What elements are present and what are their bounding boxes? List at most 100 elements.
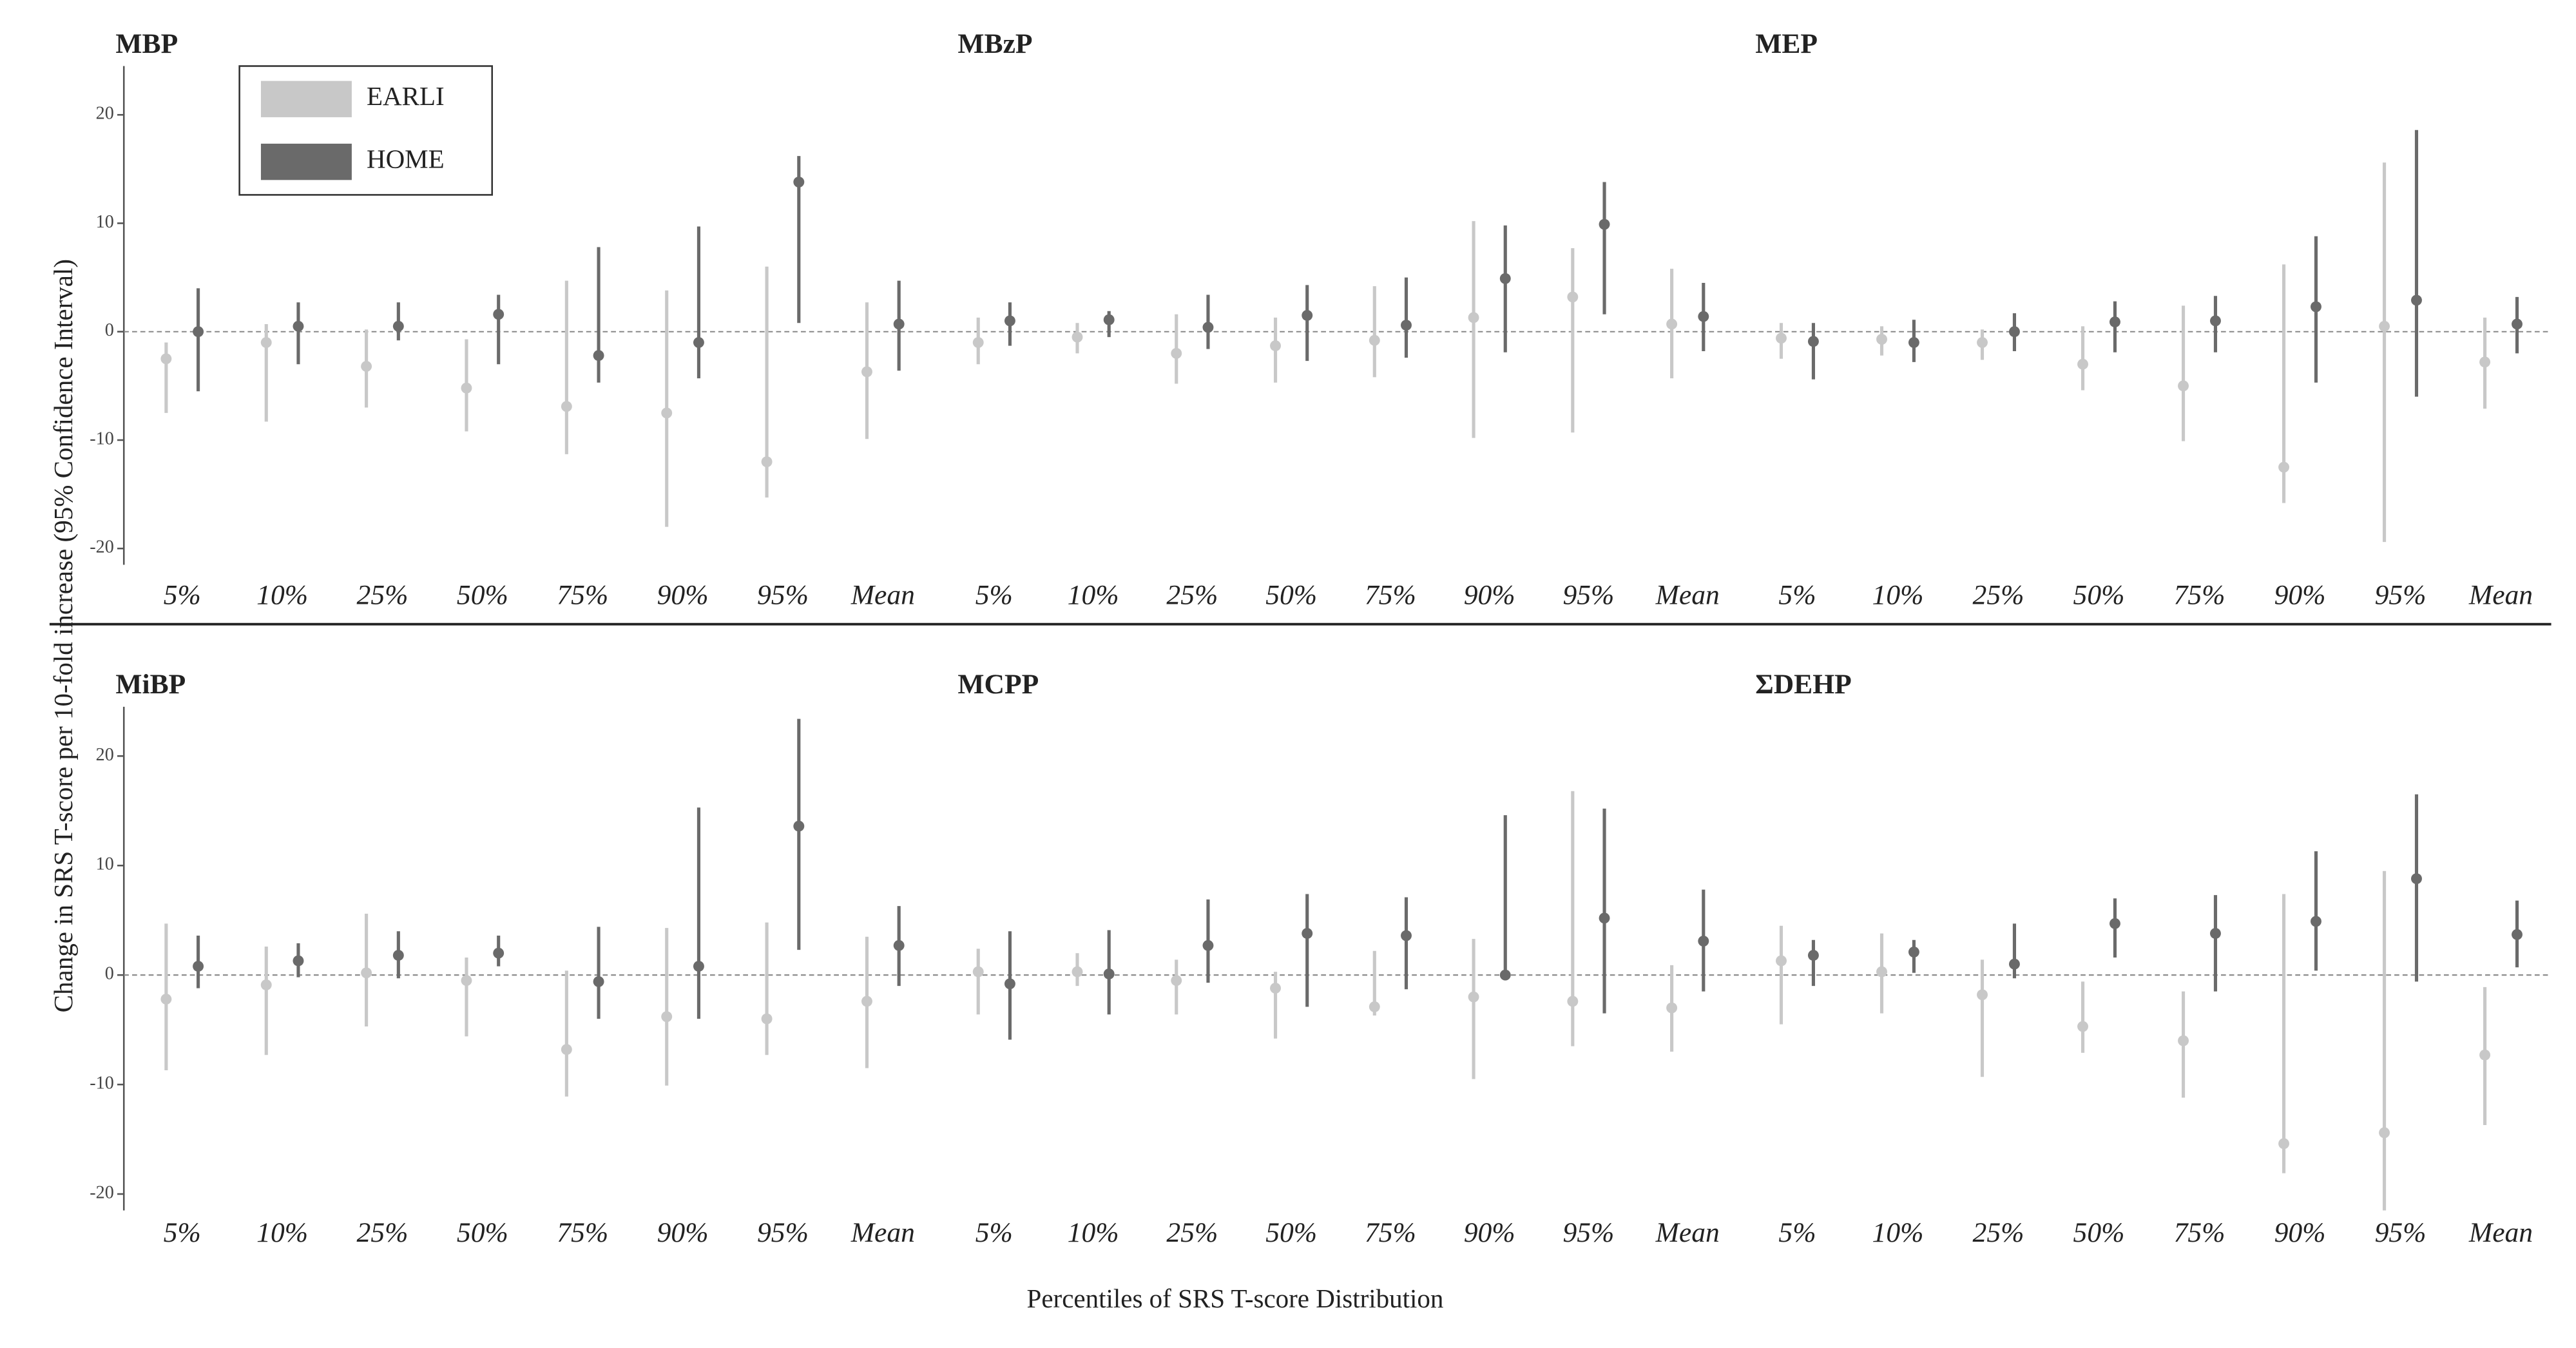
point (2411, 294, 2422, 306)
panel-title: MEP (1755, 28, 1818, 59)
x-tick-label: 10% (1872, 580, 1924, 611)
x-tick-label: Mean (1655, 580, 1720, 611)
point (260, 337, 272, 349)
x-tick-label: 50% (457, 580, 508, 611)
x-tick-label: 25% (1166, 1217, 1218, 1248)
point (193, 326, 204, 338)
point (2512, 318, 2523, 330)
point (1072, 331, 1083, 343)
point (593, 350, 604, 361)
point (1977, 989, 1988, 1001)
point (461, 382, 472, 394)
legend-swatch (260, 81, 352, 117)
y-tick-label: 20 (96, 745, 114, 765)
point (361, 967, 372, 979)
x-tick-label: 10% (256, 580, 308, 611)
x-tick-label: 90% (1464, 580, 1515, 611)
point (1302, 928, 1313, 939)
point (1776, 332, 1787, 344)
point (2278, 461, 2290, 473)
point (1698, 311, 1709, 322)
x-tick-label: 75% (557, 1217, 608, 1248)
panel-title: MCPP (957, 669, 1039, 700)
point (1876, 966, 1887, 977)
point (1977, 337, 1988, 349)
point (793, 820, 805, 832)
panel-title: MBzP (957, 28, 1032, 59)
x-tick-label: 90% (2274, 1217, 2326, 1248)
point (1171, 347, 1182, 359)
point (2479, 356, 2491, 368)
point (1103, 968, 1115, 979)
x-tick-label: 75% (2174, 1217, 2225, 1248)
x-tick-label: 50% (1265, 1217, 1317, 1248)
point (392, 320, 404, 332)
y-tick-label: 0 (105, 964, 114, 984)
x-tick-label: 95% (2375, 1217, 2427, 1248)
legend-label: EARLI (367, 81, 445, 111)
point (361, 361, 372, 372)
y-tick-label: 10 (96, 212, 114, 232)
y-axis-label: Change in SRS T-score per 10-fold increa… (48, 259, 78, 1012)
point (1908, 337, 1919, 349)
point (1202, 322, 1214, 333)
x-tick-label: 5% (1778, 580, 1816, 611)
point (2379, 1127, 2390, 1139)
point (2210, 315, 2221, 327)
point (2379, 320, 2390, 332)
legend-swatch (260, 143, 352, 180)
point (1499, 273, 1511, 284)
point (693, 961, 704, 972)
x-tick-label: Mean (851, 1217, 915, 1248)
x-tick-label: 95% (1563, 580, 1615, 611)
point (972, 966, 984, 977)
point (1401, 320, 1412, 331)
point (1807, 336, 1819, 347)
point (1072, 966, 1083, 977)
point (2411, 873, 2422, 885)
x-tick-label: 5% (164, 1217, 201, 1248)
x-tick-label: 90% (2274, 580, 2326, 611)
x-tick-label: 10% (1068, 1217, 1119, 1248)
x-tick-label: Mean (851, 580, 915, 611)
point (461, 975, 472, 987)
x-tick-label: 25% (357, 580, 409, 611)
point (1807, 950, 1819, 961)
point (1369, 334, 1380, 346)
x-tick-label: 95% (757, 580, 809, 611)
x-tick-label: 10% (1068, 580, 1119, 611)
point (693, 337, 704, 349)
point (1401, 930, 1412, 941)
x-tick-label: 50% (457, 1217, 508, 1248)
point (2512, 929, 2523, 940)
x-tick-label: 75% (2174, 580, 2225, 611)
point (661, 1011, 673, 1023)
point (972, 337, 984, 349)
point (593, 976, 604, 987)
point (260, 979, 272, 990)
point (1302, 310, 1313, 321)
panel-title: MBP (115, 28, 178, 59)
panel-title: MiBP (115, 669, 186, 700)
x-tick-label: Mean (1655, 1217, 1720, 1248)
x-tick-label: 75% (557, 580, 608, 611)
point (293, 955, 304, 967)
y-tick-label: -20 (90, 537, 114, 557)
point (1666, 318, 1678, 330)
point (661, 407, 673, 419)
point (1876, 334, 1887, 345)
x-tick-label: 25% (1973, 580, 2024, 611)
point (1171, 975, 1182, 987)
x-tick-label: 95% (757, 1217, 809, 1248)
point (2077, 358, 2088, 370)
x-tick-label: 95% (2375, 580, 2427, 611)
point (1004, 978, 1015, 990)
x-tick-label: Mean (2468, 1217, 2533, 1248)
point (2008, 958, 2020, 970)
point (1369, 1001, 1380, 1012)
point (1698, 936, 1709, 947)
point (861, 996, 872, 1007)
x-tick-label: 50% (2073, 580, 2125, 611)
point (1103, 314, 1115, 325)
